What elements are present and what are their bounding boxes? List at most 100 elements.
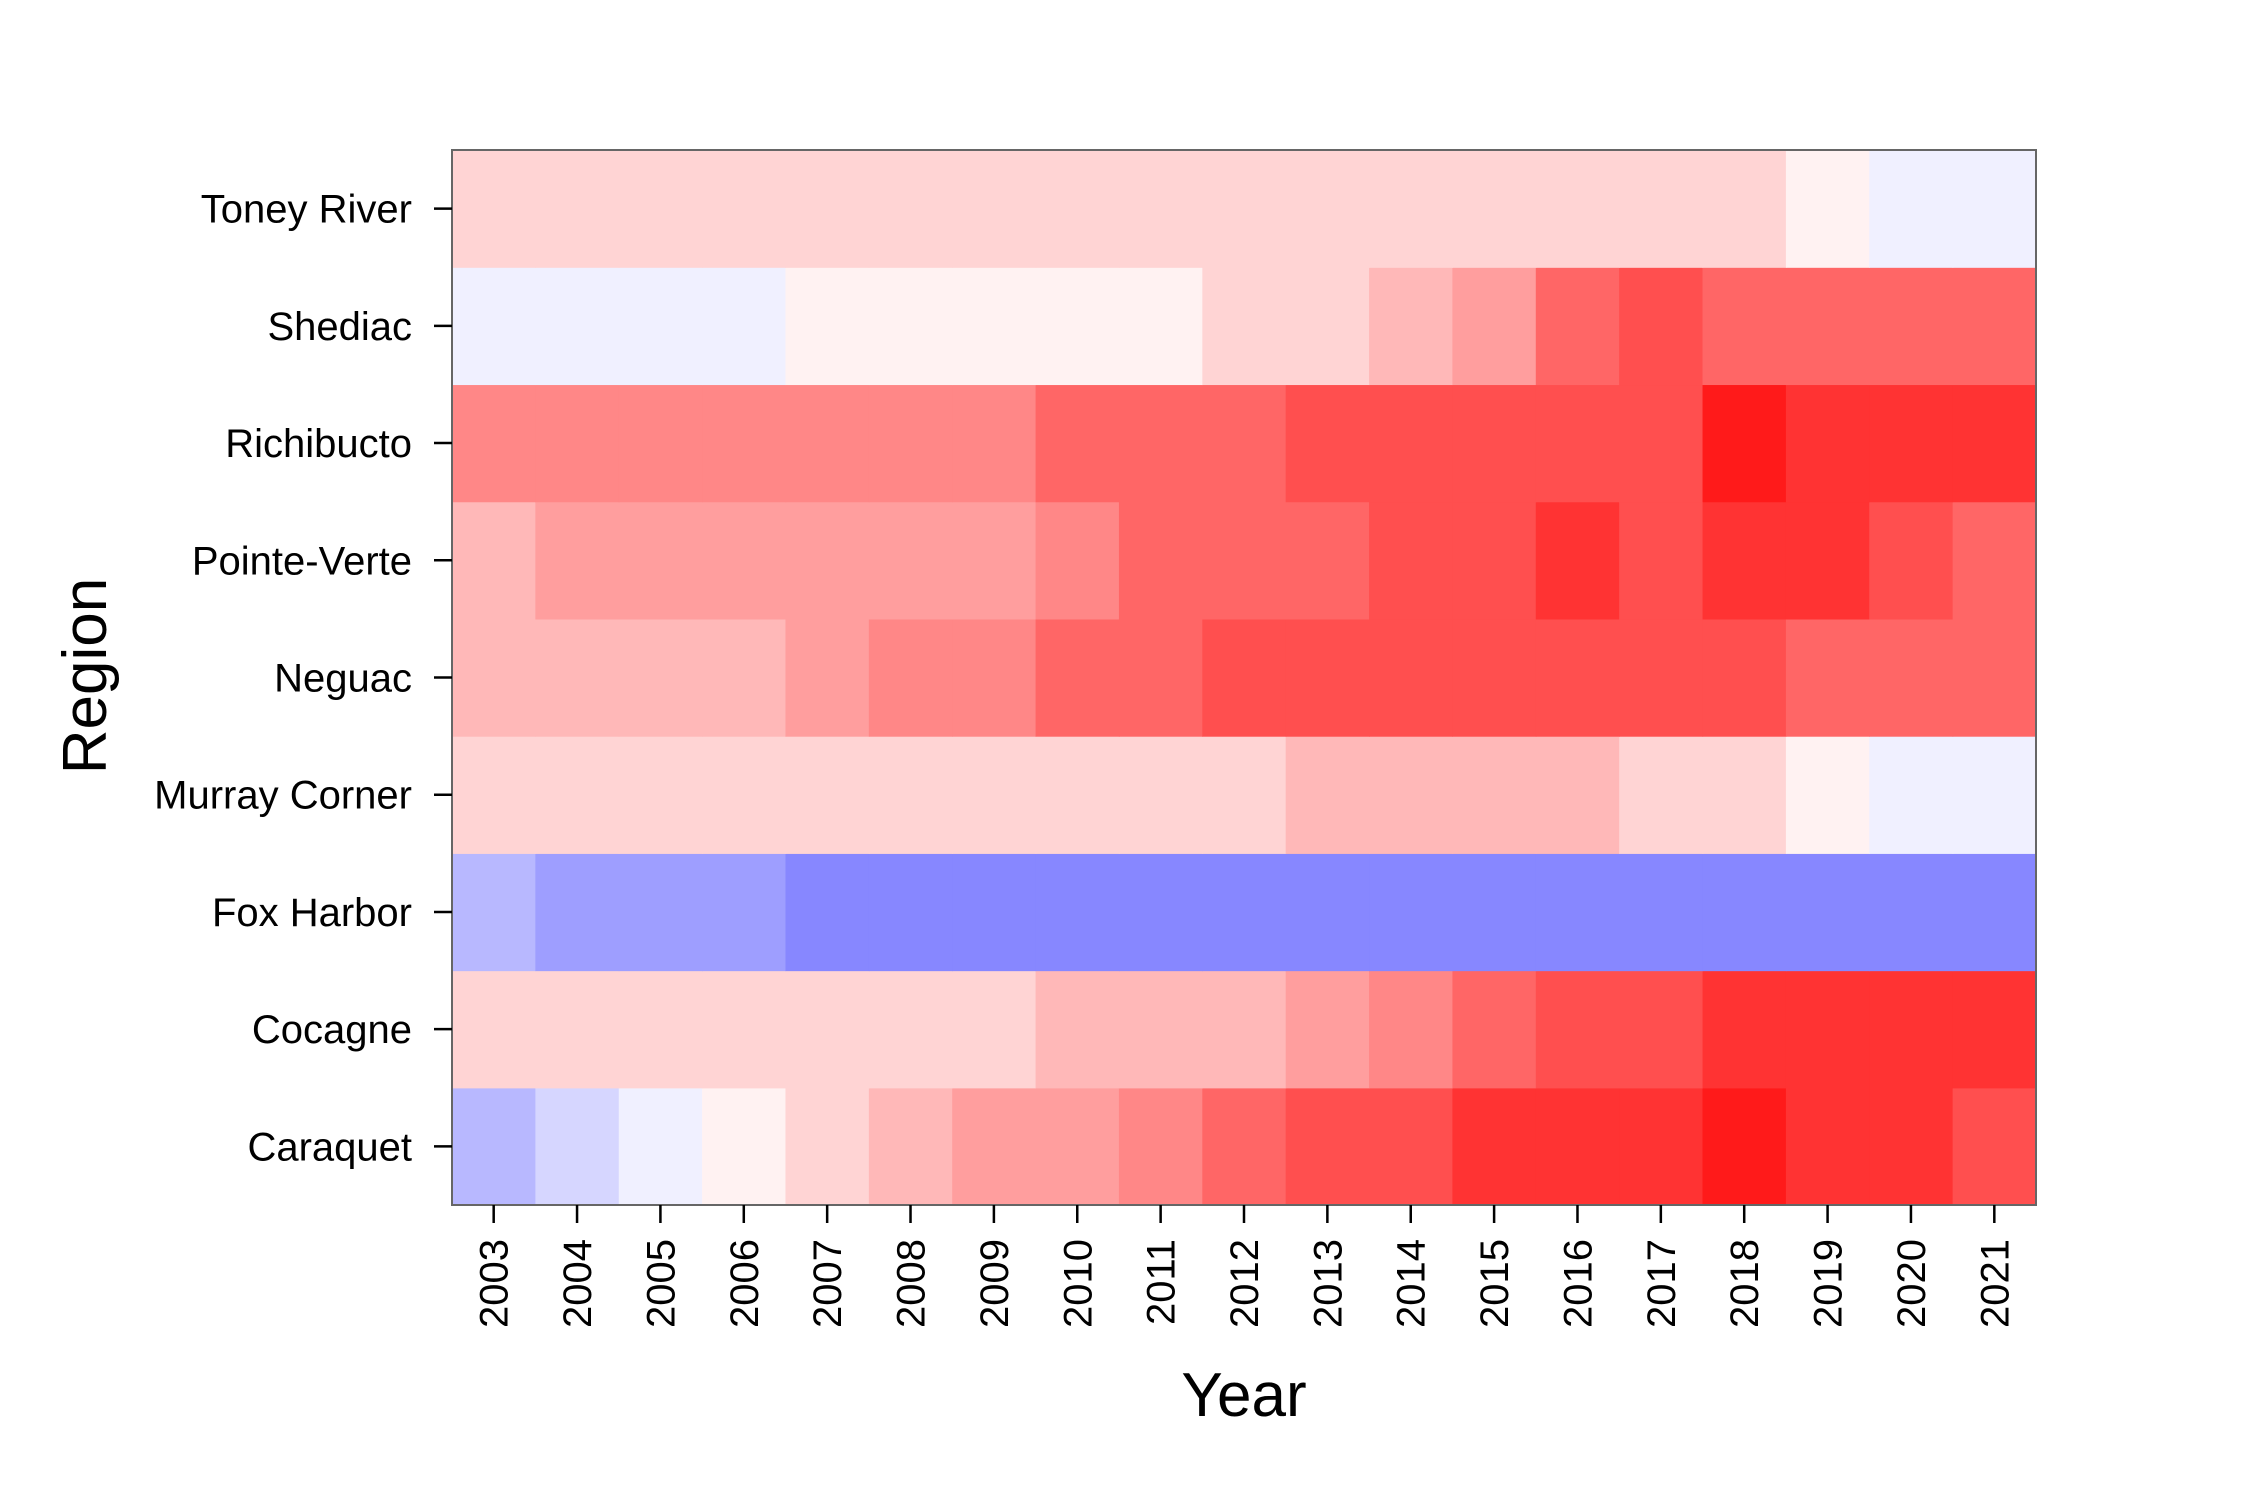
heatmap-cell-caraquet-2003 bbox=[452, 1087, 536, 1206]
heatmap-cell-pointe-verte-2007 bbox=[785, 501, 870, 620]
heatmap-cell-shediac-2019 bbox=[1785, 267, 1870, 386]
heatmap-cell-fox-harbor-2016 bbox=[1535, 853, 1620, 972]
heatmap-cell-richibucto-2011 bbox=[1118, 384, 1203, 503]
heatmap-cell-fox-harbor-2019 bbox=[1785, 853, 1870, 972]
x-tick-label: 2014 bbox=[1390, 1239, 1434, 1328]
heatmap-cell-toney-river-2004 bbox=[535, 150, 620, 268]
heatmap-cell-pointe-verte-2017 bbox=[1619, 501, 1704, 620]
x-tick-label: 2004 bbox=[556, 1239, 600, 1328]
heatmap-cell-murray-corner-2015 bbox=[1452, 736, 1537, 854]
x-tick-label: 2009 bbox=[973, 1239, 1017, 1328]
heatmap-cell-caraquet-2010 bbox=[1035, 1087, 1120, 1206]
y-tick-label: Cocagne bbox=[252, 1008, 412, 1052]
heatmap-cell-neguac-2013 bbox=[1285, 618, 1370, 737]
heatmap-cell-caraquet-2015 bbox=[1452, 1087, 1537, 1206]
heatmap-cell-richibucto-2003 bbox=[452, 384, 536, 503]
heatmap-cell-richibucto-2004 bbox=[535, 384, 620, 503]
heatmap-cell-toney-river-2006 bbox=[702, 150, 787, 268]
heatmap-cell-pointe-verte-2021 bbox=[1952, 501, 2037, 620]
heatmap-cell-toney-river-2017 bbox=[1619, 150, 1704, 268]
heatmap-cell-fox-harbor-2012 bbox=[1202, 853, 1287, 972]
heatmap-cell-neguac-2020 bbox=[1869, 618, 1954, 737]
heatmap-cell-fox-harbor-2007 bbox=[785, 853, 870, 972]
heatmap-cell-caraquet-2016 bbox=[1535, 1087, 1620, 1206]
y-tick-label: Murray Corner bbox=[154, 774, 412, 818]
heatmap-cell-toney-river-2005 bbox=[618, 150, 703, 268]
heatmap-cell-murray-corner-2005 bbox=[618, 736, 703, 854]
heatmap-cell-neguac-2015 bbox=[1452, 618, 1537, 737]
x-tick-label: 2018 bbox=[1723, 1239, 1767, 1328]
x-tick-label: 2011 bbox=[1140, 1239, 1184, 1325]
heatmap-cell-toney-river-2007 bbox=[785, 150, 870, 268]
heatmap-cell-toney-river-2018 bbox=[1702, 150, 1787, 268]
heatmap-cell-cocagne-2012 bbox=[1202, 970, 1287, 1089]
x-tick-label: 2008 bbox=[890, 1239, 934, 1328]
heatmap-cell-caraquet-2013 bbox=[1285, 1087, 1370, 1206]
x-axis-title: Year bbox=[1181, 1361, 1306, 1430]
heatmap-cell-caraquet-2008 bbox=[868, 1087, 953, 1206]
heatmap-cell-richibucto-2019 bbox=[1785, 384, 1870, 503]
heatmap-cell-fox-harbor-2010 bbox=[1035, 853, 1120, 972]
heatmap-cell-shediac-2016 bbox=[1535, 267, 1620, 386]
heatmap-cell-fox-harbor-2004 bbox=[535, 853, 620, 972]
heatmap-cell-cocagne-2019 bbox=[1785, 970, 1870, 1089]
heatmap-cell-caraquet-2019 bbox=[1785, 1087, 1870, 1206]
y-tick-label: Caraquet bbox=[247, 1125, 412, 1169]
heatmap-cell-pointe-verte-2008 bbox=[868, 501, 953, 620]
heatmap-cell-murray-corner-2004 bbox=[535, 736, 620, 854]
heatmap-cell-richibucto-2016 bbox=[1535, 384, 1620, 503]
heatmap-cell-cocagne-2010 bbox=[1035, 970, 1120, 1089]
heatmap-cell-shediac-2006 bbox=[702, 267, 787, 386]
x-tick-label: 2021 bbox=[1973, 1239, 2017, 1328]
heatmap-cell-murray-corner-2021 bbox=[1952, 736, 2037, 854]
heatmap-cell-neguac-2007 bbox=[785, 618, 870, 737]
heatmap-cell-neguac-2004 bbox=[535, 618, 620, 737]
heatmap-cell-caraquet-2018 bbox=[1702, 1087, 1787, 1206]
heatmap-cell-richibucto-2012 bbox=[1202, 384, 1287, 503]
heatmap-cell-caraquet-2021 bbox=[1952, 1087, 2037, 1206]
heatmap-cell-pointe-verte-2015 bbox=[1452, 501, 1537, 620]
y-tick-label: Richibucto bbox=[225, 422, 412, 466]
heatmap-cell-shediac-2004 bbox=[535, 267, 620, 386]
heatmap-cell-cocagne-2003 bbox=[452, 970, 536, 1089]
heatmap-cell-pointe-verte-2010 bbox=[1035, 501, 1120, 620]
heatmap-cell-toney-river-2003 bbox=[452, 150, 536, 268]
heatmap-cell-richibucto-2014 bbox=[1369, 384, 1454, 503]
y-axis: Caraquet Cocagne Fox Harbor Murray Corner Ne… bbox=[154, 188, 452, 1169]
heatmap-cell-neguac-2003 bbox=[452, 618, 536, 737]
heatmap-cell-richibucto-2017 bbox=[1619, 384, 1704, 503]
heatmap-cell-toney-river-2021 bbox=[1952, 150, 2037, 268]
heatmap-cell-fox-harbor-2005 bbox=[618, 853, 703, 972]
heatmap-cell-fox-harbor-2003 bbox=[452, 853, 536, 972]
heatmap-cell-pointe-verte-2009 bbox=[952, 501, 1037, 620]
heatmap-cell-murray-corner-2013 bbox=[1285, 736, 1370, 854]
heatmap-cell-fox-harbor-2014 bbox=[1369, 853, 1454, 972]
heatmap-cell-richibucto-2013 bbox=[1285, 384, 1370, 503]
heatmap-cell-caraquet-2017 bbox=[1619, 1087, 1704, 1206]
heatmap-cell-toney-river-2016 bbox=[1535, 150, 1620, 268]
heatmap-cell-pointe-verte-2019 bbox=[1785, 501, 1870, 620]
x-tick-label: 2010 bbox=[1056, 1239, 1100, 1328]
heatmap-cell-murray-corner-2009 bbox=[952, 736, 1037, 854]
heatmap-cell-richibucto-2006 bbox=[702, 384, 787, 503]
x-tick-label: 2005 bbox=[639, 1239, 683, 1328]
heatmap-cell-richibucto-2005 bbox=[618, 384, 703, 503]
heatmap-cell-toney-river-2014 bbox=[1369, 150, 1454, 268]
heatmap-cell-fox-harbor-2017 bbox=[1619, 853, 1704, 972]
x-tick-label: 2012 bbox=[1223, 1239, 1267, 1328]
heatmap-cell-caraquet-2004 bbox=[535, 1087, 620, 1206]
heatmap-cell-cocagne-2013 bbox=[1285, 970, 1370, 1089]
heatmap-cell-murray-corner-2020 bbox=[1869, 736, 1954, 854]
heatmap-cell-caraquet-2006 bbox=[702, 1087, 787, 1206]
y-axis-title: Region bbox=[51, 578, 120, 774]
heatmap-cell-richibucto-2018 bbox=[1702, 384, 1787, 503]
y-tick-label: Neguac bbox=[274, 657, 412, 701]
heatmap-cell-shediac-2011 bbox=[1118, 267, 1203, 386]
x-tick-label: 2019 bbox=[1807, 1239, 1851, 1328]
heatmap-cell-cocagne-2015 bbox=[1452, 970, 1537, 1089]
x-tick-label: 2007 bbox=[806, 1239, 850, 1328]
heatmap-cell-shediac-2005 bbox=[618, 267, 703, 386]
heatmap-cell-pointe-verte-2014 bbox=[1369, 501, 1454, 620]
heatmap-cell-cocagne-2007 bbox=[785, 970, 870, 1089]
